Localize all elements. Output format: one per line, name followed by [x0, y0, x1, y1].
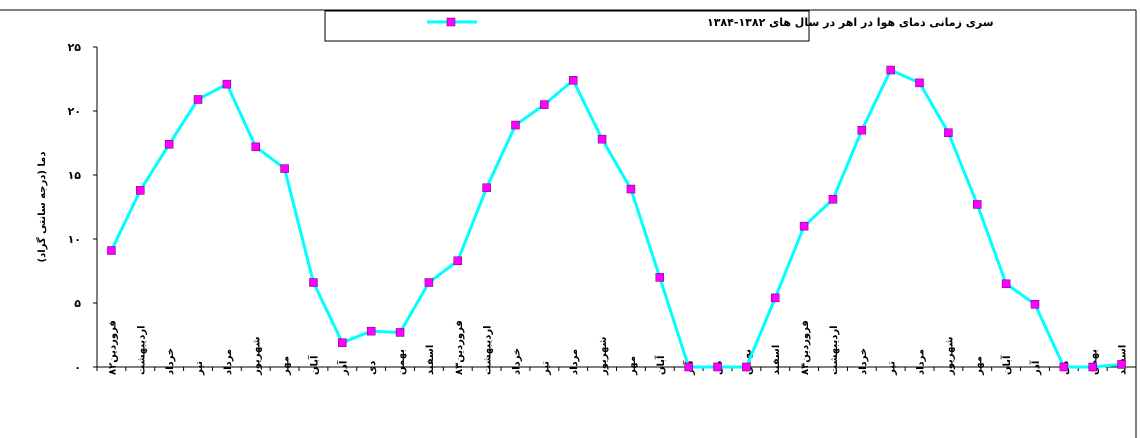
y-ticks: ۰ ۵ ۱۰ ۱۵ ۲۰ ۲۵ — [68, 41, 97, 374]
x-tick-label: فروردین۸۲ — [107, 320, 118, 375]
x-tick-label: آبان — [1000, 355, 1013, 375]
data-point-marker — [193, 95, 203, 104]
x-tick-label: مرداد — [569, 349, 580, 375]
y-tick-label: ۰ — [74, 361, 81, 374]
x-tick-label: فروردین۸۴ — [800, 320, 811, 375]
data-point-marker — [309, 278, 318, 287]
data-point-marker — [655, 273, 665, 282]
legend-label: سری زمانی دمای هوا در اهر در سال های ۱۳۸… — [707, 16, 994, 29]
x-tick-label: اردیبهشت — [483, 325, 494, 375]
x-tick-label: دی — [367, 361, 378, 375]
x-tick-label: فروردین۸۳ — [454, 320, 465, 375]
data-point-marker — [1059, 362, 1069, 372]
data-point-marker — [164, 140, 174, 149]
data-point-marker — [280, 164, 289, 173]
data-point-marker — [857, 125, 867, 135]
legend: سری زمانی دمای هوا در اهر در سال های ۱۳۸… — [324, 10, 994, 42]
data-point-marker — [107, 246, 116, 255]
data-point-marker — [1117, 360, 1126, 369]
x-tick-label: خرداد — [858, 348, 869, 375]
x-tick-label: اسفند — [425, 345, 436, 375]
data-point-marker — [395, 328, 405, 337]
legend-box — [324, 10, 810, 42]
data-point-marker — [540, 100, 549, 109]
x-tick-label: اسفند — [1118, 345, 1129, 375]
data-point-marker — [568, 76, 578, 85]
data-point-marker — [886, 65, 895, 75]
data-point-marker — [684, 362, 693, 372]
data-point-marker — [828, 195, 838, 204]
data-point-marker — [713, 362, 722, 372]
data-point-marker — [251, 142, 260, 152]
data-point-marker — [482, 183, 491, 193]
data-point-marker — [1088, 362, 1097, 372]
x-tick-label: تیر — [540, 361, 551, 376]
data-point-marker — [511, 120, 520, 130]
x-tick-label: مرداد — [223, 349, 234, 375]
y-tick-label: ۱۰ — [68, 233, 81, 246]
x-tick-label: بهمن — [1089, 349, 1100, 375]
x-tick-label: اردیبهشت — [136, 325, 147, 375]
data-point-marker — [973, 200, 982, 209]
legend-marker-swatch — [446, 17, 456, 27]
data-point-marker — [136, 186, 145, 195]
y-tick-label: ۱۵ — [68, 169, 82, 182]
x-tick-label: تیر — [887, 361, 898, 376]
data-point-marker — [424, 278, 434, 287]
data-point-marker — [770, 293, 780, 303]
data-point-marker — [742, 362, 751, 372]
x-tick-label: مرداد — [916, 349, 927, 375]
x-tick-label: آذر — [1029, 360, 1042, 376]
data-point-marker — [915, 78, 924, 88]
series-layer — [107, 65, 1126, 372]
x-tick-label: شهریور — [944, 336, 955, 376]
x-tick-label: خرداد — [511, 348, 522, 375]
data-point-marker — [1030, 300, 1040, 309]
x-tick-label: شهریور — [252, 336, 263, 376]
y-tick-label: ۵ — [74, 297, 81, 310]
x-tick-label: شهریور — [598, 336, 609, 376]
data-point-marker — [597, 134, 607, 144]
data-point-marker — [626, 184, 636, 194]
series-line — [110, 68, 1122, 369]
y-tick-label: ۲۵ — [68, 41, 82, 54]
y-axis-title: دما (درجه سانتی گراد) — [35, 152, 48, 263]
x-tick-label: مهر — [281, 356, 292, 376]
x-tick-label: خرداد — [165, 348, 176, 375]
x-tick-label: بهمن — [396, 349, 407, 375]
x-tick-label: مهر — [627, 356, 638, 376]
data-point-marker — [338, 338, 347, 347]
data-point-marker — [799, 221, 809, 231]
x-tick-label: اسفند — [771, 345, 782, 375]
data-point-marker — [366, 326, 376, 336]
x-tick-label: آبان — [307, 355, 320, 375]
x-tick-label: تیر — [194, 361, 205, 376]
x-tick-label: اردیبهشت — [829, 325, 840, 375]
data-point-marker — [453, 256, 463, 266]
data-point-marker — [944, 128, 953, 138]
data-point-marker — [1001, 279, 1011, 289]
data-point-marker — [222, 79, 232, 89]
x-tick-label: مهر — [973, 356, 984, 376]
y-tick-label: ۲۰ — [68, 105, 81, 118]
x-tick-label: آذر — [336, 360, 349, 376]
x-ticks: فروردین۸۲ اردیبهشت خرداد تیر مرداد شهریور مهر آ… — [96, 320, 1137, 376]
x-tick-label: آبان — [654, 355, 667, 375]
